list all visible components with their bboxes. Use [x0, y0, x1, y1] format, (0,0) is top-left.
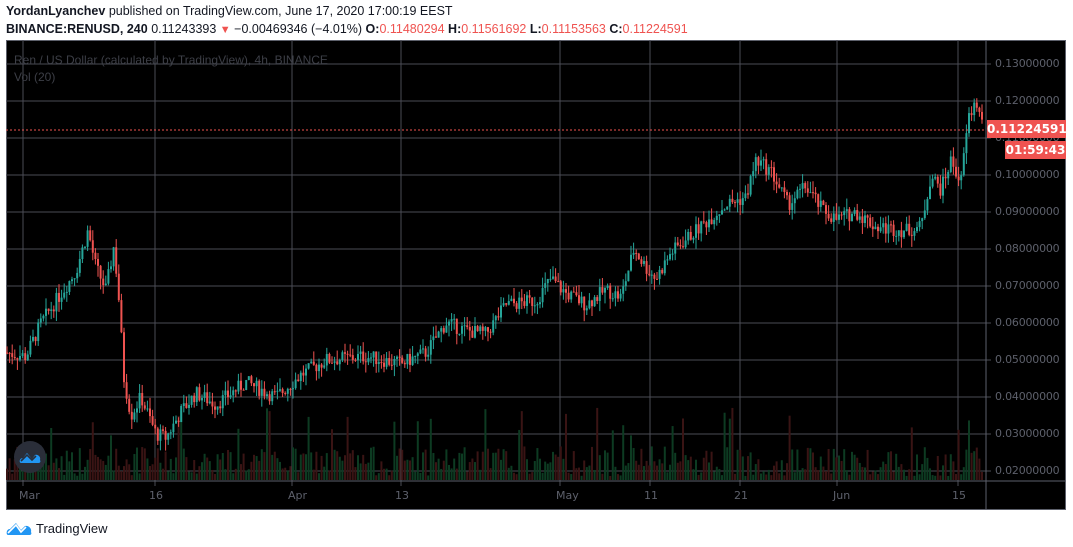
down-arrow-icon: ▼ [219, 24, 231, 36]
price-axis-label: 0.06000000 [995, 316, 1060, 329]
price-change: −0.00469346 (−4.01%) [234, 22, 363, 36]
low-label: L: [529, 22, 542, 36]
time-axis-label: Jun [833, 489, 851, 502]
price-axis-label: 0.05000000 [995, 353, 1060, 366]
bar-countdown-tag: 01:59:43 [1005, 141, 1066, 159]
time-axis-label: 11 [644, 489, 658, 502]
chart-frame[interactable] [6, 40, 1066, 510]
volume-legend[interactable]: Vol (20) [14, 70, 56, 84]
low-value: 0.11153563 [541, 22, 606, 36]
author-name[interactable]: YordanLyanchev [6, 4, 106, 18]
price-axis-label: 0.02000000 [995, 464, 1060, 477]
tradingview-logo-badge[interactable] [14, 441, 46, 473]
open-value: 0.11480294 [379, 22, 445, 36]
open-label: O: [365, 22, 380, 36]
candlesticks [6, 98, 983, 451]
published-text: published on TradingView.com, June 17, 2… [105, 4, 453, 18]
series-legend[interactable]: Ren / US Dollar (calculated by TradingVi… [14, 53, 328, 67]
footer-brand-label: TradingView [36, 520, 108, 536]
tradingview-logo-icon [6, 523, 32, 535]
last-price: 0.11243393 [151, 22, 217, 36]
grid-lines [6, 40, 991, 486]
tradingview-cloud-icon [19, 453, 41, 463]
ohlc-bar: BINANCE:RENUSD, 240 0.11243393 ▼ −0.0046… [6, 22, 688, 36]
price-axis-label: 0.09000000 [995, 205, 1060, 218]
price-axis-label: 0.04000000 [995, 390, 1060, 403]
time-axis-label: 21 [734, 489, 748, 502]
high-label: H: [448, 22, 462, 36]
price-axis-label: 0.07000000 [995, 279, 1060, 292]
close-label: C: [609, 22, 623, 36]
price-axis-label: 0.08000000 [995, 242, 1060, 255]
time-axis-label: Mar [19, 489, 40, 502]
time-axis-label: 16 [149, 489, 163, 502]
current-price-tag: 0.11224591 [987, 120, 1067, 138]
symbol-label: BINANCE:RENUSD, 240 [6, 22, 148, 36]
time-axis-label: May [556, 489, 579, 502]
close-value: 0.11224591 [622, 22, 688, 36]
footer-brand[interactable]: TradingView [6, 519, 108, 537]
price-axis-label: 0.12000000 [995, 94, 1060, 107]
time-axis-label: Apr [288, 489, 308, 502]
price-axis-label: 0.03000000 [995, 427, 1060, 440]
time-axis-label: 15 [952, 489, 966, 502]
high-value: 0.11561692 [461, 22, 527, 36]
price-axis-label: 0.10000000 [995, 168, 1060, 181]
time-axis-label: 13 [395, 489, 409, 502]
volume-bars [6, 407, 983, 480]
publish-info: YordanLyanchev published on TradingView.… [6, 4, 453, 18]
price-chart[interactable] [6, 40, 1066, 510]
price-axis-label: 0.13000000 [995, 57, 1060, 70]
